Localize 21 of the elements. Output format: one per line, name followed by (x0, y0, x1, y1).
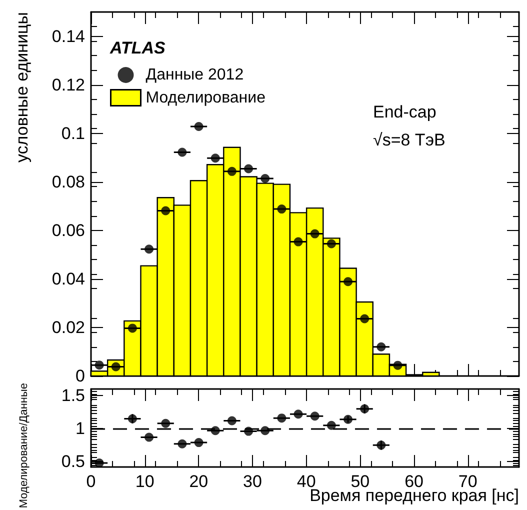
y-axis-title: условные единицы (12, 12, 32, 163)
annotation: √s=8 ТэВ (373, 130, 446, 150)
y-tick-label: 0.5 (61, 452, 85, 472)
legend-label: Моделирование (146, 89, 266, 106)
y-axis-title: Моделирование/Данные (18, 383, 30, 508)
y-tick-label: 1 (76, 419, 85, 438)
annotation: End-cap (373, 102, 436, 122)
y-tick-label: 0.1 (61, 124, 85, 143)
y-tick-label: 0.14 (52, 26, 85, 46)
y-tick-label: 0.04 (52, 269, 85, 288)
y-tick-label: 0 (76, 366, 85, 386)
y-tick-label: 0.06 (52, 220, 85, 240)
x-tick-label: 10 (135, 472, 154, 491)
y-tick-label: 0.08 (52, 172, 85, 192)
y-tick-label: 1.5 (61, 386, 85, 406)
y-tick-label: 0.02 (52, 318, 85, 337)
annotation: ATLAS (109, 38, 166, 58)
x-tick-label: 20 (189, 472, 208, 491)
legend-label: Данные 2012 (146, 66, 244, 84)
y-tick-label: 0.12 (52, 75, 85, 94)
x-tick-label: 30 (243, 472, 262, 491)
